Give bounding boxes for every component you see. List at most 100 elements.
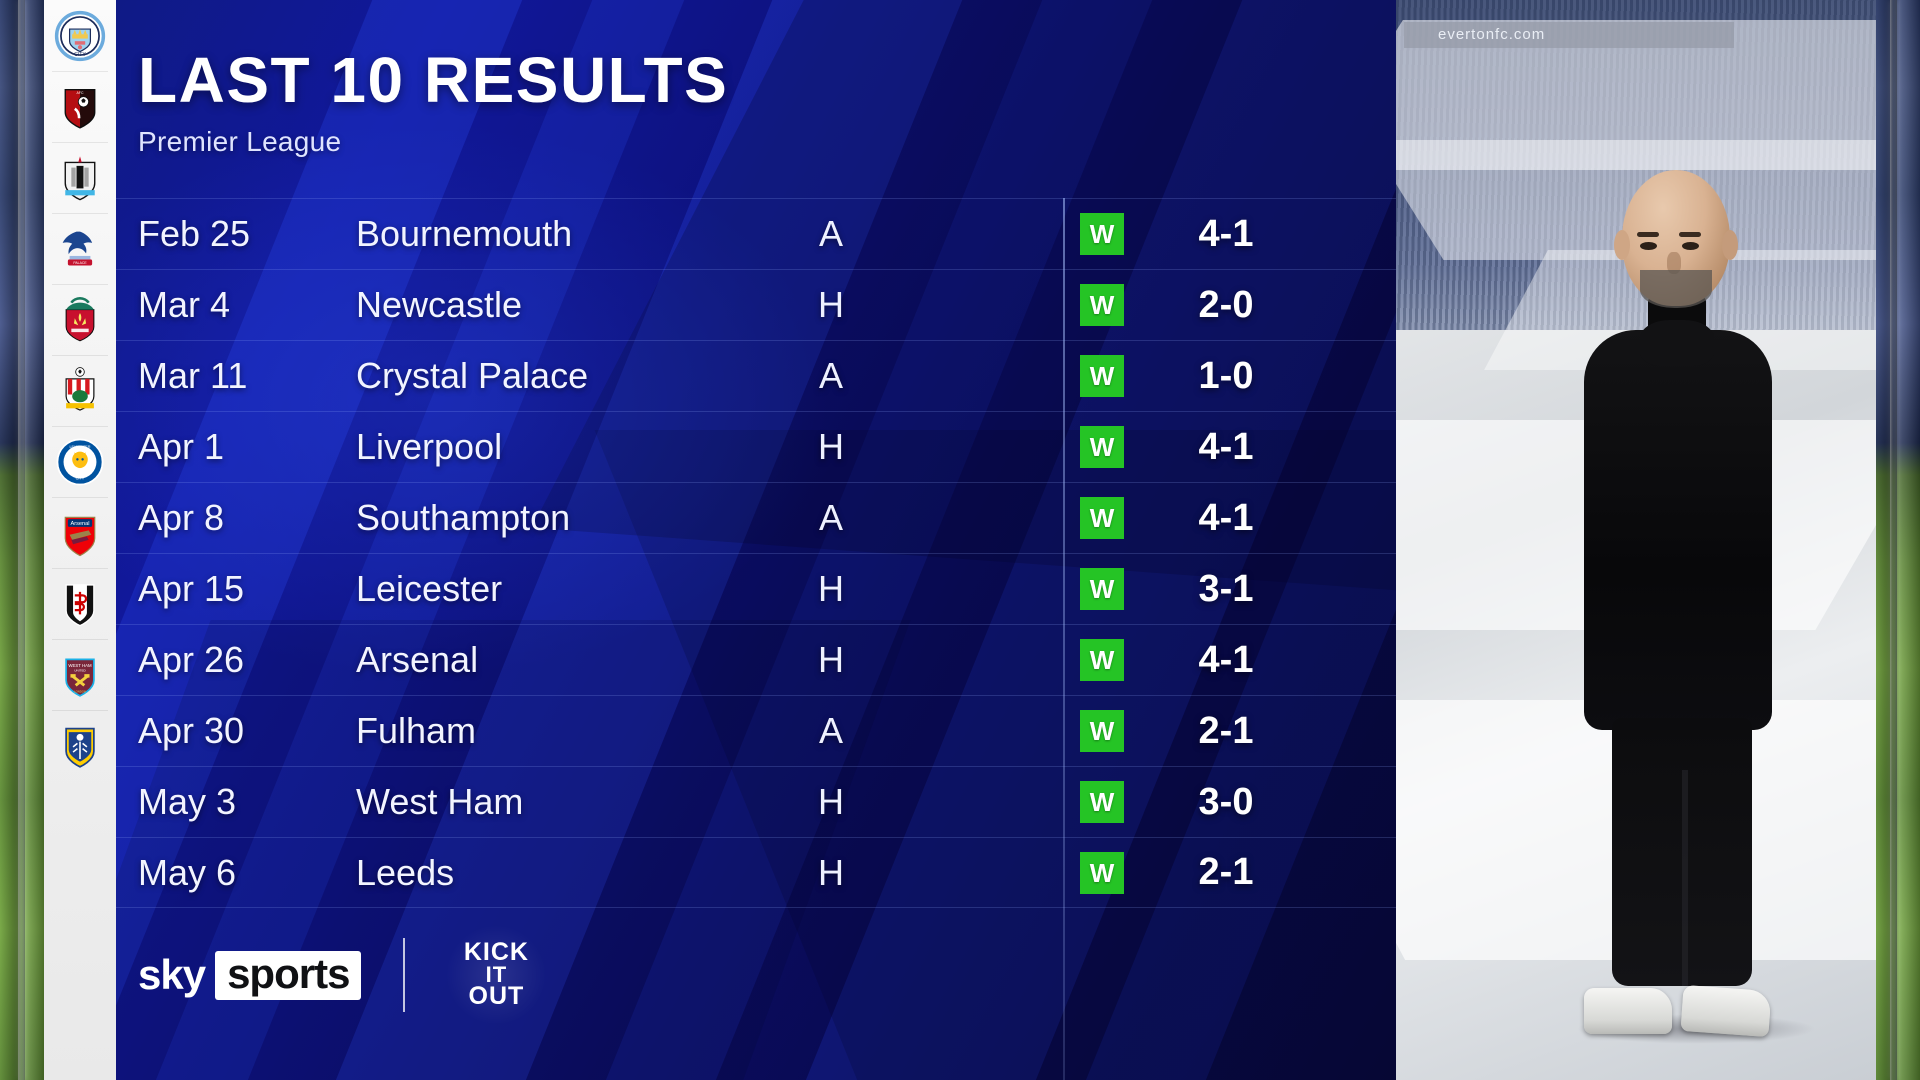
glass-post-right — [1890, 0, 1897, 1080]
crest-cell-arsenal[interactable]: Arsenal — [44, 497, 116, 568]
result-badge: W — [1080, 497, 1124, 539]
crest-cell-crystal-palace[interactable]: PALACE — [44, 213, 116, 284]
cell-team: Bournemouth — [356, 213, 573, 254]
cell-result: W — [1063, 710, 1141, 752]
cell-score: 3-0 — [1198, 780, 1254, 823]
cell-result: W — [1063, 426, 1141, 468]
crest-cell-leicester[interactable]: LEICESTER CITY — [44, 426, 116, 497]
result-badge: W — [1080, 284, 1124, 326]
figure-brow-right — [1679, 232, 1701, 237]
panel-header: LAST 10 RESULTS Premier League — [138, 48, 728, 158]
bg-glow — [116, 120, 836, 680]
cell-result: W — [1063, 639, 1141, 681]
svg-text:PALACE: PALACE — [73, 261, 87, 265]
results-table: Feb 25 Bournemouth A W 4-1 Mar 4 Newcastle H W 2-… — [116, 198, 1396, 1080]
cell-venue: H — [818, 781, 844, 822]
cell-venue: A — [818, 213, 843, 254]
cell-score: 3-1 — [1198, 567, 1254, 610]
crest-cell-fulham[interactable] — [44, 568, 116, 639]
cell-score: 2-0 — [1198, 283, 1254, 326]
cell-result: W — [1063, 851, 1141, 894]
kick-it-out-line-1: KICK — [463, 937, 529, 966]
cell-date: Apr 15 — [138, 568, 245, 609]
result-badge: W — [1080, 781, 1124, 823]
figure-torso — [1584, 330, 1772, 730]
table-row: Apr 30 Fulham A W 2-1 — [116, 695, 1396, 766]
svg-text:Arsenal: Arsenal — [70, 521, 89, 527]
crest-cell-newcastle[interactable] — [44, 142, 116, 213]
liverpool-crest — [65, 296, 95, 341]
figure-beard — [1640, 270, 1712, 308]
cell-score: 4-1 — [1198, 496, 1254, 539]
cell-score: 1-0 — [1198, 354, 1254, 397]
leeds-crest — [65, 727, 95, 768]
cell-venue: A — [818, 497, 843, 538]
cell-venue: H — [818, 568, 844, 609]
svg-text:LEICESTER: LEICESTER — [69, 445, 90, 449]
manchester-city-crest: CITY — [54, 10, 106, 61]
footer-logos: sky sports KICK IT OUT — [138, 926, 546, 1024]
cell-result: W — [1063, 355, 1141, 397]
cell-date: Apr 8 — [138, 497, 225, 538]
result-badge: W — [1080, 213, 1124, 255]
crest-cell-leeds[interactable] — [44, 710, 116, 781]
cell-venue: A — [818, 710, 843, 751]
cell-result: W — [1063, 284, 1141, 326]
table-row: Apr 1 Liverpool H W 4-1 — [116, 411, 1396, 482]
table-row: Mar 4 Newcastle H W 2-0 — [116, 269, 1396, 340]
cell-date: Feb 25 — [138, 213, 251, 254]
glass-post-left — [18, 0, 25, 1080]
results-panel: LAST 10 RESULTS Premier League Feb 25 Bou… — [116, 0, 1396, 1080]
figure-ear-left — [1614, 230, 1630, 260]
svg-text:UNITED: UNITED — [74, 668, 86, 672]
cell-score: 4-1 — [1198, 638, 1254, 681]
crest-cell-southampton[interactable] — [44, 355, 116, 426]
southampton-crest — [65, 366, 95, 411]
cell-date: May 3 — [138, 781, 237, 822]
cell-team: Fulham — [356, 710, 477, 751]
page-subtitle: Premier League — [138, 126, 342, 157]
cell-team: Leicester — [356, 568, 503, 609]
result-badge: W — [1080, 639, 1124, 681]
svg-text:AFC: AFC — [77, 91, 84, 95]
table-row: May 6 Leeds H W 2-1 — [116, 837, 1396, 908]
team-crest-rail: CITY AFC — [44, 0, 116, 1080]
cell-date: Apr 26 — [138, 639, 245, 680]
cell-score: 4-1 — [1198, 212, 1254, 255]
table-row: Apr 26 Arsenal H W 4-1 — [116, 624, 1396, 695]
cell-score: 2-1 — [1198, 709, 1254, 752]
figure-brow-left — [1637, 232, 1659, 237]
crest-cell-bournemouth[interactable]: AFC — [44, 71, 116, 142]
crystal-palace-crest: PALACE — [62, 231, 93, 265]
table-row: Apr 15 Leicester H W 3-1 — [116, 553, 1396, 624]
cell-date: Apr 1 — [138, 426, 225, 467]
table-row: Feb 25 Bournemouth A W 4-1 — [116, 198, 1396, 269]
arsenal-crest: Arsenal — [64, 516, 96, 556]
cell-venue: H — [818, 284, 844, 325]
kick-it-out-logo: KICK IT OUT — [447, 926, 546, 1024]
figure-collar — [1640, 320, 1714, 366]
cell-date: Mar 4 — [138, 284, 231, 325]
column-divider — [1063, 198, 1065, 1080]
sky-wordmark: sky — [138, 951, 206, 998]
logo-separator — [403, 938, 406, 1012]
cell-result: W — [1063, 781, 1141, 823]
stadium-background-left — [0, 0, 44, 1080]
crest-cell-liverpool[interactable] — [44, 284, 116, 355]
crest-cell-manchester-city[interactable]: CITY — [44, 0, 116, 71]
sports-wordmark: sports — [215, 950, 362, 1000]
fulham-crest — [65, 583, 95, 626]
table-row: May 3 West Ham H W 3-0 — [116, 766, 1396, 837]
cell-date: Mar 11 — [138, 355, 248, 396]
manager-photo-panel: evertonfc.com — [1396, 0, 1876, 1080]
cell-team: Crystal Palace — [356, 355, 589, 396]
svg-text:LONDON: LONDON — [74, 689, 86, 693]
crest-cell-west-ham[interactable]: WEST HAM UNITED LONDON — [44, 639, 116, 710]
svg-text:CITY: CITY — [74, 51, 86, 57]
cell-team: Arsenal — [356, 639, 479, 680]
figure-eye-right — [1682, 242, 1699, 250]
figure-shoe-left — [1584, 988, 1672, 1034]
cell-venue: A — [818, 355, 843, 396]
page-title: LAST 10 RESULTS — [138, 44, 729, 116]
